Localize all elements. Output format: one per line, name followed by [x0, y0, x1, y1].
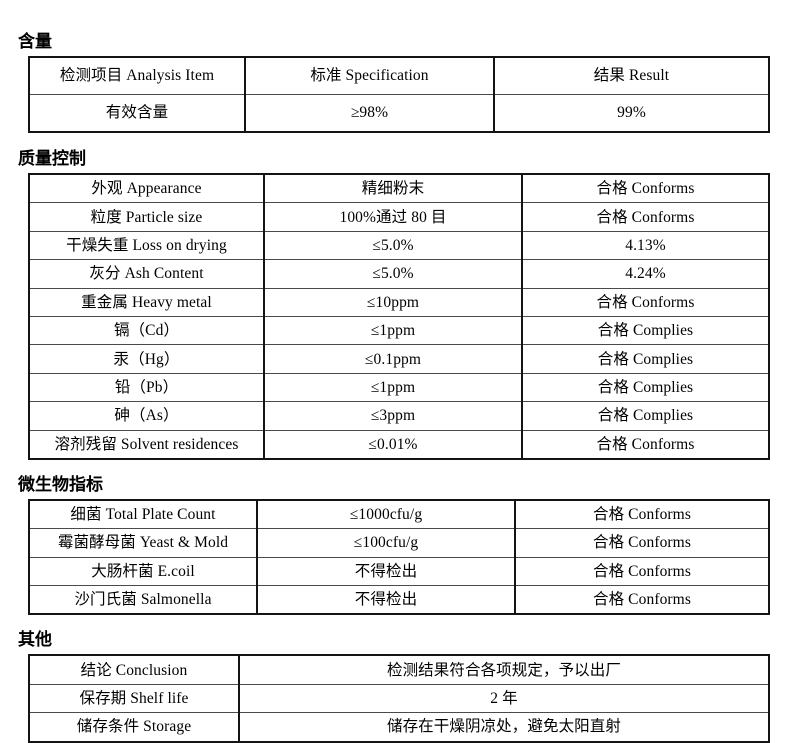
analysis-content-table: 检测项目 Analysis Item 标准 Specification 结果 R… — [28, 56, 770, 133]
cell-item: 镉（Cd） — [28, 315, 265, 346]
cell-item: 沙门氏菌 Salmonella — [28, 585, 258, 615]
cell-item: 保存期 Shelf life — [28, 683, 240, 714]
cell-result: 合格 Conforms — [514, 528, 770, 558]
cell-item: 砷（As） — [28, 401, 265, 431]
table-row: 外观 Appearance 精细粉末 合格 Conforms — [28, 173, 770, 204]
table-row: 结论 Conclusion 检测结果符合各项规定，予以出厂 — [28, 654, 770, 685]
cell-item: 结论 Conclusion — [28, 654, 240, 685]
cell-spec: ≤0.1ppm — [263, 344, 523, 374]
table-row: 沙门氏菌 Salmonella 不得检出 合格 Conforms — [28, 585, 770, 615]
table-row: 砷（As） ≤3ppm 合格 Complies — [28, 401, 770, 431]
microbiology-table: 细菌 Total Plate Count ≤1000cfu/g 合格 Confo… — [28, 498, 770, 616]
section-gap-1 — [0, 135, 800, 149]
section-other: 其他 结论 Conclusion 检测结果符合各项规定，予以出厂 保存期 She… — [0, 630, 800, 743]
table-row: 干燥失重 Loss on drying ≤5.0% 4.13% — [28, 230, 770, 261]
cell-spec: ≤5.0% — [263, 259, 523, 289]
cell-result: 合格 Conforms — [514, 499, 770, 530]
section-heading-other: 其他 — [18, 630, 52, 651]
cell-item: 外观 Appearance — [28, 173, 265, 204]
cell-spec: ≤1ppm — [263, 372, 523, 403]
cell-result: 4.24% — [521, 259, 770, 289]
cell-result: 合格 Complies — [521, 315, 770, 346]
cell-item: 霉菌酵母菌 Yeast & Mold — [28, 528, 258, 558]
cell-spec: ≤10ppm — [263, 287, 523, 317]
cell-item: 灰分 Ash Content — [28, 259, 265, 289]
cell-value: 2 年 — [238, 683, 770, 714]
cell-item: 细菌 Total Plate Count — [28, 499, 258, 530]
cell-result: 合格 Conforms — [514, 585, 770, 615]
table-row: 灰分 Ash Content ≤5.0% 4.24% — [28, 259, 770, 289]
table-row: 粒度 Particle size 100%通过 80 目 合格 Conforms — [28, 202, 770, 232]
cell-item: 铅（Pb） — [28, 372, 265, 403]
table-row: 大肠杆菌 E.coil 不得检出 合格 Conforms — [28, 556, 770, 587]
cell-item: 溶剂残留 Solvent residences — [28, 429, 265, 460]
cell-result: 合格 Conforms — [521, 202, 770, 232]
cell-result: 99% — [493, 94, 770, 133]
cell-item: 粒度 Particle size — [28, 202, 265, 232]
section-gap-3 — [0, 617, 800, 630]
section-content: 含量 检测项目 Analysis Item 标准 Specification 结… — [0, 32, 800, 133]
cell-value: 储存在干燥阴凉处，避免太阳直射 — [238, 712, 770, 743]
section-microbiology: 微生物指标 细菌 Total Plate Count ≤1000cfu/g 合格… — [0, 475, 800, 616]
quality-control-table: 外观 Appearance 精细粉末 合格 Conforms 粒度 Partic… — [28, 173, 770, 460]
table-wrapper-quality: 外观 Appearance 精细粉末 合格 Conforms 粒度 Partic… — [28, 173, 800, 460]
cell-spec: 不得检出 — [256, 556, 516, 587]
table-row: 溶剂残留 Solvent residences ≤0.01% 合格 Confor… — [28, 429, 770, 460]
section-heading-quality-control: 质量控制 — [18, 149, 86, 169]
table-row: 储存条件 Storage 储存在干燥阴凉处，避免太阳直射 — [28, 712, 770, 743]
cell-value: 检测结果符合各项规定，予以出厂 — [238, 654, 770, 685]
table-wrapper-micro: 细菌 Total Plate Count ≤1000cfu/g 合格 Confo… — [28, 498, 800, 616]
cell-spec: 精细粉末 — [263, 173, 523, 204]
section-heading-microbiology: 微生物指标 — [18, 474, 103, 495]
cell-result: 4.13% — [521, 230, 770, 261]
cell-item: 储存条件 Storage — [28, 712, 240, 743]
cell-spec: ≤1ppm — [263, 315, 523, 346]
cell-result: 合格 Conforms — [521, 173, 770, 204]
cell-result: 合格 Conforms — [521, 429, 770, 460]
cell-spec: 100%通过 80 目 — [263, 202, 523, 232]
cell-spec: ≤0.01% — [263, 429, 523, 460]
table-header-row: 检测项目 Analysis Item 标准 Specification 结果 R… — [28, 56, 770, 95]
cell-item: 干燥失重 Loss on drying — [28, 230, 265, 261]
column-header-specification: 标准 Specification — [244, 56, 495, 95]
top-spacer — [0, 0, 800, 32]
cell-spec: ≤1000cfu/g — [256, 499, 516, 530]
column-header-result: 结果 Result — [493, 56, 770, 95]
table-row: 霉菌酵母菌 Yeast & Mold ≤100cfu/g 合格 Conforms — [28, 528, 770, 558]
cell-spec: ≤100cfu/g — [256, 528, 516, 558]
cell-item: 大肠杆菌 E.coil — [28, 556, 258, 587]
cell-result: 合格 Conforms — [514, 556, 770, 587]
table-row: 保存期 Shelf life 2 年 — [28, 683, 770, 714]
cell-spec: ≤5.0% — [263, 230, 523, 261]
section-heading-content: 含量 — [18, 32, 52, 52]
cell-item: 有效含量 — [28, 94, 246, 133]
table-row: 细菌 Total Plate Count ≤1000cfu/g 合格 Confo… — [28, 499, 770, 530]
other-info-table: 结论 Conclusion 检测结果符合各项规定，予以出厂 保存期 Shelf … — [28, 654, 770, 743]
table-row: 重金属 Heavy metal ≤10ppm 合格 Conforms — [28, 287, 770, 317]
table-row: 镉（Cd） ≤1ppm 合格 Complies — [28, 315, 770, 346]
cell-spec: ≤3ppm — [263, 401, 523, 431]
table-wrapper-other: 结论 Conclusion 检测结果符合各项规定，予以出厂 保存期 Shelf … — [28, 654, 800, 743]
table-row: 有效含量 ≥98% 99% — [28, 94, 770, 133]
section-quality-control: 质量控制 外观 Appearance 精细粉末 合格 Conforms 粒度 P… — [0, 149, 800, 460]
cell-spec: ≥98% — [244, 94, 495, 133]
cell-item: 汞（Hg） — [28, 344, 265, 374]
cell-spec: 不得检出 — [256, 585, 516, 615]
column-header-analysis-item: 检测项目 Analysis Item — [28, 56, 246, 95]
cell-item: 重金属 Heavy metal — [28, 287, 265, 317]
table-row: 汞（Hg） ≤0.1ppm 合格 Complies — [28, 344, 770, 374]
cell-result: 合格 Complies — [521, 372, 770, 403]
cell-result: 合格 Complies — [521, 401, 770, 431]
table-row: 铅（Pb） ≤1ppm 合格 Complies — [28, 372, 770, 403]
table-wrapper-content: 检测项目 Analysis Item 标准 Specification 结果 R… — [28, 56, 800, 133]
cell-result: 合格 Conforms — [521, 287, 770, 317]
section-gap-2 — [0, 462, 800, 475]
cell-result: 合格 Complies — [521, 344, 770, 374]
